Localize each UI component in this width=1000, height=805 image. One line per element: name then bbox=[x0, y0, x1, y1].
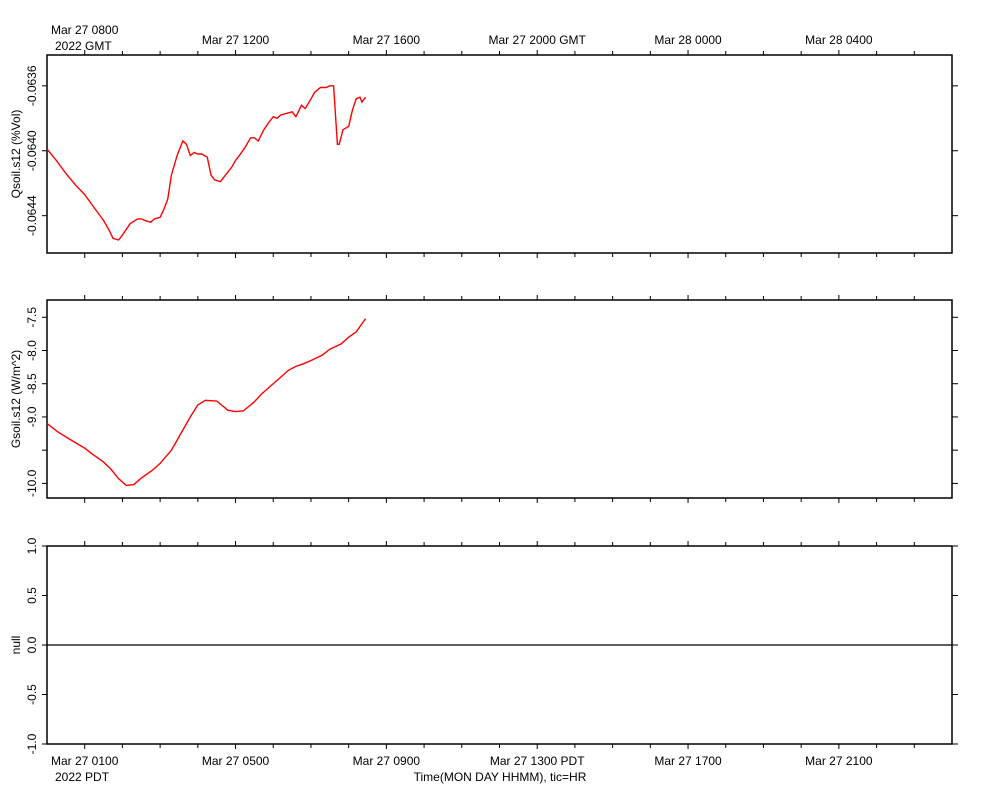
panel-1-ylabel: Qsoil.s12 (%Vol) bbox=[9, 110, 23, 199]
bottom-axis-label: Mar 27 0500 bbox=[202, 754, 270, 768]
top-axis-label: Mar 27 1200 bbox=[202, 33, 270, 47]
bottom-axis-label: Mar 27 1700 bbox=[654, 754, 722, 768]
panel-2-frame bbox=[46, 299, 953, 499]
panel-2-series-line bbox=[46, 318, 367, 487]
bottom-axis-label: Mar 27 0900 bbox=[353, 754, 421, 768]
panel-3-ylabel: null bbox=[9, 636, 23, 655]
panel-3-ytick-label: 0.0 bbox=[25, 636, 39, 653]
top-axis-label: Mar 28 0000 bbox=[654, 33, 722, 47]
bottom-axis-label: Mar 27 0100 bbox=[51, 754, 119, 768]
panel-1-ytick-label: -0.0636 bbox=[25, 65, 39, 106]
panel-2-ytick-label: -8.5 bbox=[25, 373, 39, 394]
panel-3-ytick-label: -0.5 bbox=[25, 684, 39, 705]
top-axis-label: Mar 27 1600 bbox=[353, 33, 421, 47]
panel-2-ytick-label: -7.5 bbox=[25, 307, 39, 328]
panel-2-ytick-label: -10.0 bbox=[25, 469, 39, 497]
bottom-axis-label: Mar 27 2100 bbox=[805, 754, 873, 768]
panel-2-ytick-label: -9.0 bbox=[25, 406, 39, 427]
panel-1-ytick-label: -0.0644 bbox=[25, 195, 39, 236]
bottom-axis-label: Mar 27 1300 PDT bbox=[490, 754, 585, 768]
top-axis-label: Mar 27 2000 GMT bbox=[489, 33, 587, 47]
top-axis-label: Mar 27 0800 bbox=[51, 23, 119, 37]
panel-1-series-line bbox=[46, 85, 367, 241]
panel-3-ytick-label: 1.0 bbox=[25, 537, 39, 554]
panel-1-frame bbox=[46, 54, 953, 254]
top-axis-label: Mar 28 0400 bbox=[805, 33, 873, 47]
bottom-axis-year-label: 2022 PDT bbox=[55, 770, 110, 784]
panel-2-ylabel: Gsoil.s12 (W/m^2) bbox=[9, 350, 23, 448]
x-axis-title: Time(MON DAY HHMM), tic=HR bbox=[414, 770, 587, 784]
panel-3-ytick-label: -1.0 bbox=[25, 733, 39, 754]
panel-1-ytick-label: -0.0640 bbox=[25, 130, 39, 171]
panel-2-ytick-label: -8.0 bbox=[25, 340, 39, 361]
panel-3-ytick-label: 0.5 bbox=[25, 587, 39, 604]
top-axis-year-label: 2022 GMT bbox=[55, 39, 112, 53]
